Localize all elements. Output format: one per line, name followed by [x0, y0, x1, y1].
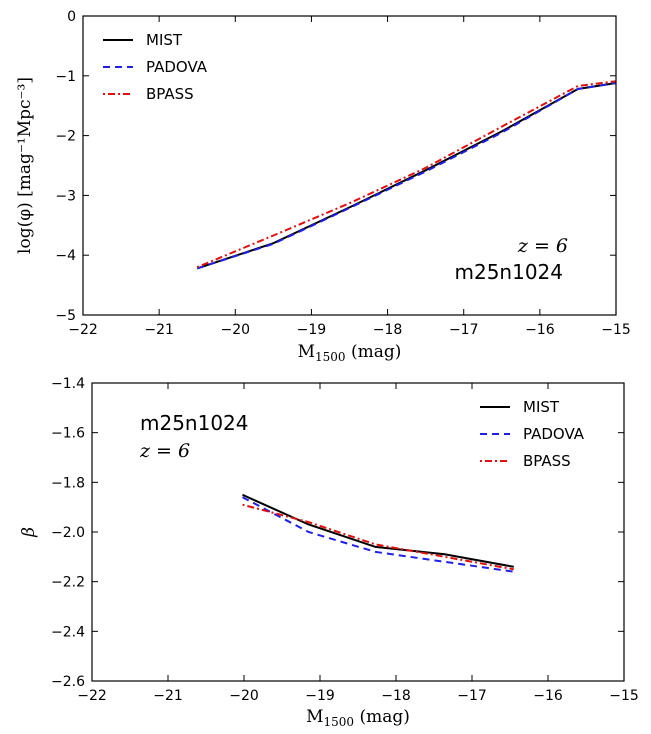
plot-frame	[82, 15, 617, 316]
series-line-padova	[196, 82, 617, 270]
y-tick-label: −1.8	[51, 475, 85, 491]
series-line-padova	[242, 496, 514, 573]
x-tick-label: −19	[297, 322, 327, 338]
y-tick-label: −2.4	[51, 624, 85, 640]
legend-label-padova: PADOVA	[523, 425, 585, 443]
x-tick-label: −15	[601, 322, 631, 338]
legend-label-bpass: BPASS	[523, 452, 571, 470]
x-tick-label: −15	[609, 688, 639, 704]
y-tick-label: −4	[55, 248, 76, 264]
series-line-bpass	[196, 80, 617, 269]
x-tick-label: −17	[449, 322, 479, 338]
y-tick-label: −2.6	[51, 674, 85, 690]
x-tick-label: −20	[221, 322, 251, 338]
x-tick-label: −16	[533, 688, 563, 704]
legend-label-mist: MIST	[146, 31, 183, 49]
x-tick-label: −22	[77, 688, 107, 704]
legend-label-mist: MIST	[523, 398, 560, 416]
x-tick-label: −16	[525, 322, 555, 338]
x-axis-label: M1500 (mag)	[306, 707, 410, 729]
legend-label-bpass: BPASS	[146, 85, 194, 103]
x-tick-label: −19	[305, 688, 335, 704]
x-tick-label: −18	[381, 688, 411, 704]
y-tick-label: −1.4	[51, 376, 85, 392]
y-tick-label: −2	[55, 129, 76, 145]
y-axis-label: log(φ) [mag⁻¹Mpc⁻³]	[15, 77, 35, 254]
y-axis-label: β	[19, 527, 39, 538]
legend-label-padova: PADOVA	[146, 58, 208, 76]
x-tick-label: −21	[153, 688, 183, 704]
x-tick-label: −20	[229, 688, 259, 704]
series-line-bpass	[242, 503, 514, 571]
y-tick-label: −2.2	[51, 575, 85, 591]
x-tick-label: −18	[373, 322, 403, 338]
redshift-annotation: z = 6	[517, 235, 568, 257]
luminosity-function-panel: −22 −21 −20 −19 −18 −17 −16 −15 −5 −4 −3 −2 −1 0 M1500…	[15, 9, 631, 364]
y-tick-label: −1.6	[51, 426, 85, 442]
uv-slope-panel: −22 −21 −20 −19 −18 −17 −16 −15 −2.6 −2.4 −2.2 −2.0…	[19, 376, 639, 729]
series-line-mist	[242, 493, 514, 568]
y-tick-label: −5	[55, 308, 76, 324]
simulation-annotation: m25n1024	[454, 260, 563, 284]
redshift-annotation: z = 6	[139, 440, 190, 462]
x-tick-label: −21	[144, 322, 174, 338]
x-axis-label: M1500 (mag)	[298, 342, 402, 364]
y-tick-label: 0	[67, 9, 76, 25]
y-tick-label: −1	[55, 69, 76, 85]
x-tick-label: −22	[68, 322, 98, 338]
y-tick-label: −3	[55, 188, 76, 204]
simulation-annotation: m25n1024	[140, 411, 249, 435]
x-tick-label: −17	[457, 688, 487, 704]
y-tick-label: −2.0	[51, 525, 85, 541]
